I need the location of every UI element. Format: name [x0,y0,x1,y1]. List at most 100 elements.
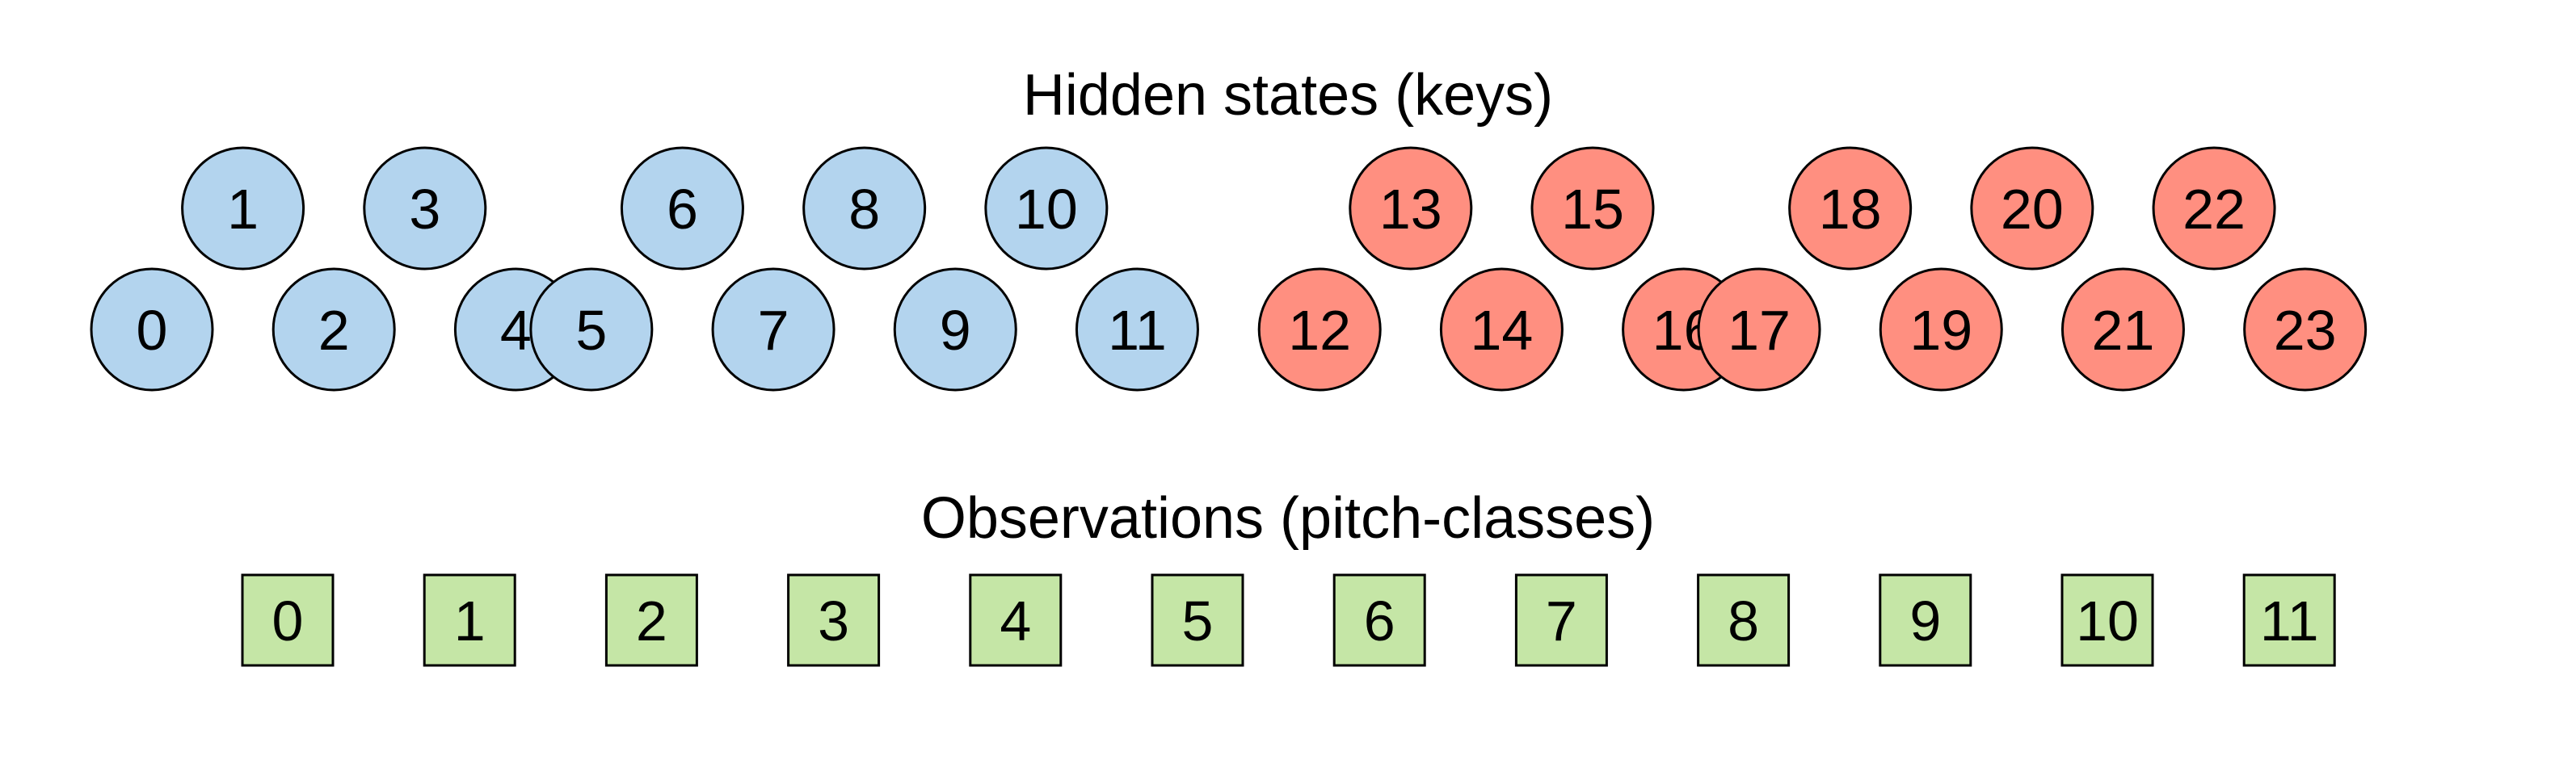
hidden-state-label: 5 [575,299,607,362]
observation-node: 2 [604,573,698,667]
hidden-state-node: 22 [2152,146,2276,271]
hidden-state-label: 15 [1561,178,1624,241]
observations-title: Observations (pitch-classes) [921,486,1655,551]
hidden-state-node: 7 [711,267,836,392]
observation-label: 2 [636,589,667,652]
hidden-state-node: 6 [620,146,744,271]
observation-label: 1 [454,589,486,652]
observation-node: 9 [1879,573,1972,667]
observation-box [423,573,516,667]
hidden-state-circle [802,146,927,271]
hidden-state-label: 14 [1470,299,1533,362]
observation-label: 0 [272,589,304,652]
observation-node: 1 [423,573,516,667]
hidden-state-node: 23 [2243,267,2368,392]
hidden-state-circle [1257,267,1382,392]
hidden-state-circle [1439,267,1564,392]
hidden-state-circle [1970,146,2094,271]
observation-box [1514,573,1608,667]
observation-box [787,573,881,667]
observation-label: 5 [1182,589,1214,652]
observation-label: 11 [2260,589,2319,652]
hidden-state-circle [620,146,744,271]
hidden-state-label: 0 [137,299,168,362]
hidden-state-label: 4 [500,299,532,362]
hidden-state-label: 21 [2092,299,2155,362]
hidden-state-circle [90,267,214,392]
hidden-state-node: 10 [984,146,1109,271]
hidden-state-node: 17 [1697,267,1821,392]
hidden-state-node: 18 [1788,146,1913,271]
hidden-state-node: 3 [363,146,487,271]
hidden-state-label: 18 [1819,178,1882,241]
hidden-state-node: 14 [1439,267,1564,392]
hidden-state-circle [2243,267,2368,392]
hidden-state-label: 2 [318,299,350,362]
observation-box [604,573,698,667]
hidden-state-circle [1879,267,2003,392]
hidden-state-circle [2152,146,2276,271]
observation-box [1151,573,1244,667]
hidden-state-node: 20 [1970,146,2094,271]
observation-node: 11 [2242,573,2336,667]
hidden-state-node: 15 [1530,146,1655,271]
observation-node: 7 [1514,573,1608,667]
hidden-state-circle [711,267,836,392]
observation-label: 10 [2076,589,2139,652]
hidden-state-label: 7 [758,299,789,362]
hidden-state-circle [181,146,305,271]
hidden-state-node: 19 [1879,267,2003,392]
hidden-state-label: 10 [1015,178,1078,241]
observations-group: 0 1 2 3 4 5 6 7 8 9 10 11 [241,573,2336,667]
observation-box [1697,573,1791,667]
observation-box [1332,573,1426,667]
hidden-state-label: 13 [1379,178,1442,241]
hidden-state-label: 1 [227,178,259,241]
hidden-state-circle [271,267,396,392]
observation-label: 7 [1546,589,1577,652]
observation-label: 3 [818,589,849,652]
hidden-state-circle [893,267,1017,392]
observation-label: 4 [1000,589,1031,652]
observation-box [2242,573,2336,667]
observation-box [969,573,1063,667]
hidden-state-node: 2 [271,267,396,392]
hidden-state-label: 19 [1909,299,1972,362]
observation-box [241,573,335,667]
hidden-state-label: 11 [1108,299,1167,362]
hidden-state-circle [529,267,654,392]
observation-box [1879,573,1972,667]
hidden-state-node: 9 [893,267,1017,392]
hidden-state-label: 9 [940,299,971,362]
observation-label: 8 [1728,589,1759,652]
observation-box [2060,573,2154,667]
observation-node: 4 [969,573,1063,667]
hidden-state-circle [1530,146,1655,271]
hidden-state-label: 17 [1728,299,1791,362]
hidden-state-node: 0 [90,267,214,392]
hidden-state-node: 21 [2060,267,2185,392]
hidden-state-node: 11 [1075,267,1199,392]
observation-node: 8 [1697,573,1791,667]
hidden-state-circle [2060,267,2185,392]
hidden-state-label: 8 [848,178,880,241]
observation-node: 10 [2060,573,2154,667]
hidden-state-node: 5 [529,267,654,392]
hidden-states-title: Hidden states (keys) [1023,63,1553,128]
hidden-state-node: 13 [1349,146,1473,271]
observation-node: 0 [241,573,335,667]
hidden-state-label: 23 [2274,299,2337,362]
observation-label: 9 [1909,589,1941,652]
observation-label: 6 [1364,589,1395,652]
hidden-state-label: 22 [2182,178,2246,241]
hidden-state-circle [984,146,1109,271]
hidden-state-label: 20 [2001,178,2064,241]
hidden-state-node: 12 [1257,267,1382,392]
observation-node: 6 [1332,573,1426,667]
hidden-state-node: 1 [181,146,305,271]
observation-node: 3 [787,573,881,667]
hidden-state-label: 6 [667,178,698,241]
hidden-state-node: 8 [802,146,927,271]
